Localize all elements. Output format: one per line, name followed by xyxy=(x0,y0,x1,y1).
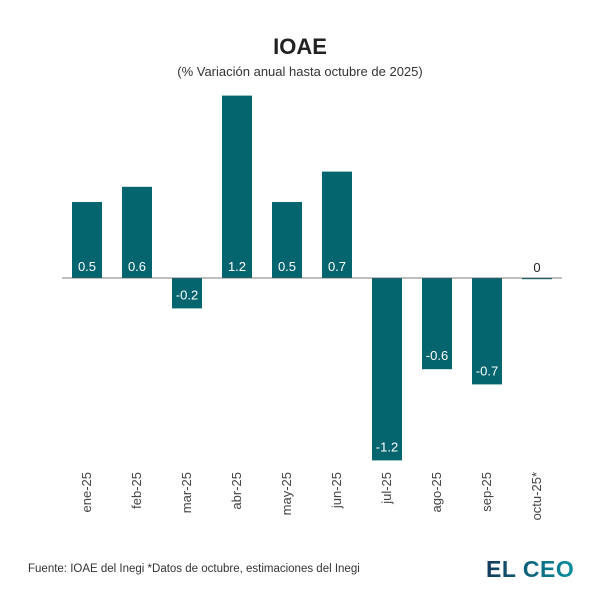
bar-octu-25* xyxy=(522,278,552,280)
x-tick-label: octu-25* xyxy=(529,472,544,520)
bar-ene-25 xyxy=(72,202,102,278)
data-label: 0 xyxy=(533,260,540,275)
bar-jun-25 xyxy=(322,171,352,278)
data-label: 0.7 xyxy=(328,259,346,274)
data-label: 1.2 xyxy=(228,259,246,274)
bar-may-25 xyxy=(272,202,302,278)
source-note: Fuente: IOAE del Inegi *Datos de octubre… xyxy=(28,563,360,575)
bar-sep-25 xyxy=(472,278,502,385)
x-tick-label: jul-25 xyxy=(379,472,394,505)
data-label: -1.2 xyxy=(376,439,398,454)
x-tick-label: ago-25 xyxy=(429,472,444,512)
x-tick-label: mar-25 xyxy=(179,472,194,513)
data-label: 0.6 xyxy=(128,259,146,274)
bar-ago-25 xyxy=(422,278,452,370)
chart-title: IOAE xyxy=(273,34,327,59)
x-tick-label: sep-25 xyxy=(479,472,494,512)
data-label: 0.5 xyxy=(78,259,96,274)
bar-abr-25 xyxy=(222,95,252,278)
logo: EL CEO xyxy=(486,556,575,582)
x-tick-label: may-25 xyxy=(279,472,294,515)
x-tick-label: ene-25 xyxy=(79,472,94,512)
data-label: -0.2 xyxy=(176,287,198,302)
bar-feb-25 xyxy=(122,186,152,278)
bar-jul-25 xyxy=(372,278,402,461)
chart-subtitle: (% Variación anual hasta octubre de 2025… xyxy=(177,64,423,79)
data-label: -0.7 xyxy=(476,363,498,378)
x-tick-label: jun-25 xyxy=(329,472,344,509)
data-label: 0.5 xyxy=(278,259,296,274)
x-tick-label: abr-25 xyxy=(229,472,244,510)
data-label: -0.6 xyxy=(426,348,448,363)
bar-mar-25 xyxy=(172,278,202,309)
x-tick-label: feb-25 xyxy=(129,472,144,509)
